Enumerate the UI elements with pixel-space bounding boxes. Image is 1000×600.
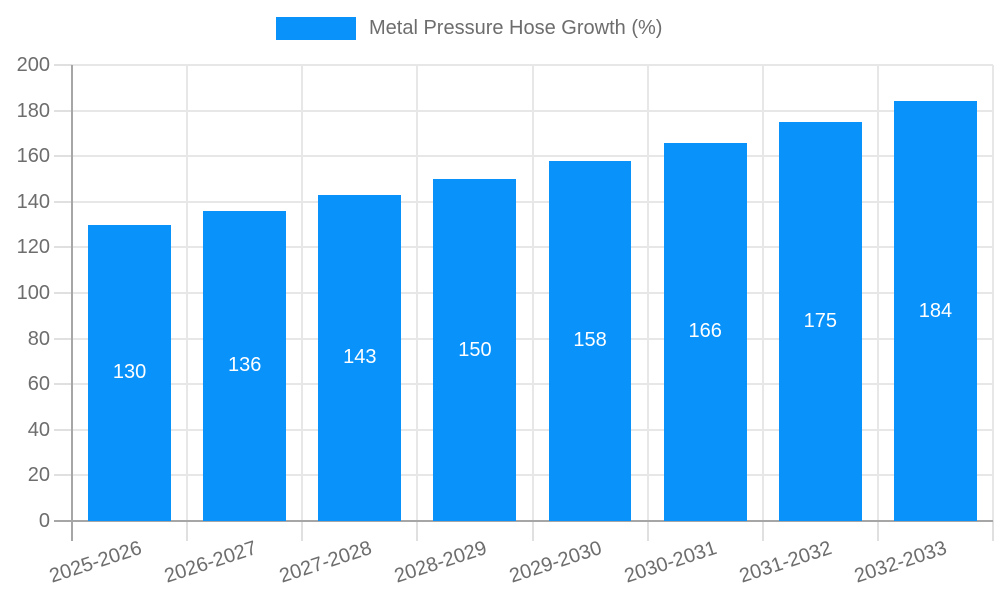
y-axis-tick bbox=[54, 474, 72, 477]
v-gridline bbox=[186, 65, 189, 521]
y-tick-label: 100 bbox=[16, 282, 50, 304]
legend-label: Metal Pressure Hose Growth (%) bbox=[369, 17, 663, 39]
bar-value-label: 175 bbox=[803, 310, 837, 332]
bar-2030-2031[interactable]: 166 bbox=[663, 142, 747, 521]
y-tick-label: 200 bbox=[16, 54, 50, 76]
bar-2025-2026[interactable]: 130 bbox=[88, 224, 171, 521]
y-axis-tick bbox=[54, 64, 72, 66]
v-gridline bbox=[992, 65, 994, 521]
x-axis-tick bbox=[186, 521, 189, 541]
bar-2032-2033[interactable]: 184 bbox=[893, 101, 977, 521]
y-axis-tick bbox=[54, 246, 72, 249]
x-axis-line bbox=[54, 520, 993, 522]
y-axis-tick bbox=[54, 155, 72, 158]
y-axis-tick bbox=[54, 109, 72, 112]
v-gridline bbox=[531, 65, 534, 521]
v-gridline bbox=[416, 65, 419, 521]
y-axis-tick bbox=[54, 292, 72, 294]
bar-2029-2030[interactable]: 158 bbox=[548, 160, 632, 521]
bar-value-label: 150 bbox=[458, 338, 492, 361]
y-tick-label: 40 bbox=[27, 418, 50, 441]
x-axis-tick bbox=[876, 521, 879, 541]
x-axis-tick bbox=[761, 521, 764, 541]
y-tick-label: 80 bbox=[27, 327, 50, 350]
y-axis-tick bbox=[54, 428, 72, 431]
bar-2031-2032[interactable]: 175 bbox=[778, 122, 862, 521]
x-axis-tick bbox=[416, 521, 419, 541]
x-axis-tick bbox=[301, 521, 304, 541]
bar-value-label: 166 bbox=[688, 320, 722, 343]
legend-item[interactable]: Metal Pressure Hose Growth (%) bbox=[276, 17, 662, 40]
x-axis-tick bbox=[992, 521, 994, 541]
x-axis-tick bbox=[531, 521, 534, 541]
bar-value-label: 136 bbox=[227, 354, 262, 377]
y-axis-tick bbox=[54, 200, 72, 203]
y-tick-label: 120 bbox=[16, 236, 50, 259]
y-tick-label: 180 bbox=[16, 99, 50, 122]
y-tick-label: 20 bbox=[27, 464, 50, 487]
v-gridline bbox=[876, 65, 879, 521]
bar-2026-2027[interactable]: 136 bbox=[203, 210, 287, 521]
bar-value-label: 184 bbox=[918, 299, 953, 322]
bar-value-label: 158 bbox=[573, 329, 607, 352]
y-axis-line bbox=[71, 65, 73, 541]
y-tick-label: 160 bbox=[16, 145, 50, 168]
y-tick-label: 0 bbox=[38, 510, 50, 532]
bar-value-label: 143 bbox=[343, 346, 377, 369]
bar-value-label: 130 bbox=[112, 361, 147, 384]
y-axis-tick bbox=[54, 383, 72, 386]
y-tick-label: 60 bbox=[27, 373, 50, 396]
v-gridline bbox=[646, 65, 649, 521]
y-tick-label: 140 bbox=[16, 190, 50, 213]
x-axis-tick bbox=[646, 521, 649, 541]
v-gridline bbox=[761, 65, 764, 521]
bar-2027-2028[interactable]: 143 bbox=[318, 194, 402, 521]
bar-2028-2029[interactable]: 150 bbox=[433, 179, 517, 521]
v-gridline bbox=[301, 65, 304, 521]
legend-swatch bbox=[276, 17, 356, 40]
y-axis-tick bbox=[54, 337, 72, 340]
